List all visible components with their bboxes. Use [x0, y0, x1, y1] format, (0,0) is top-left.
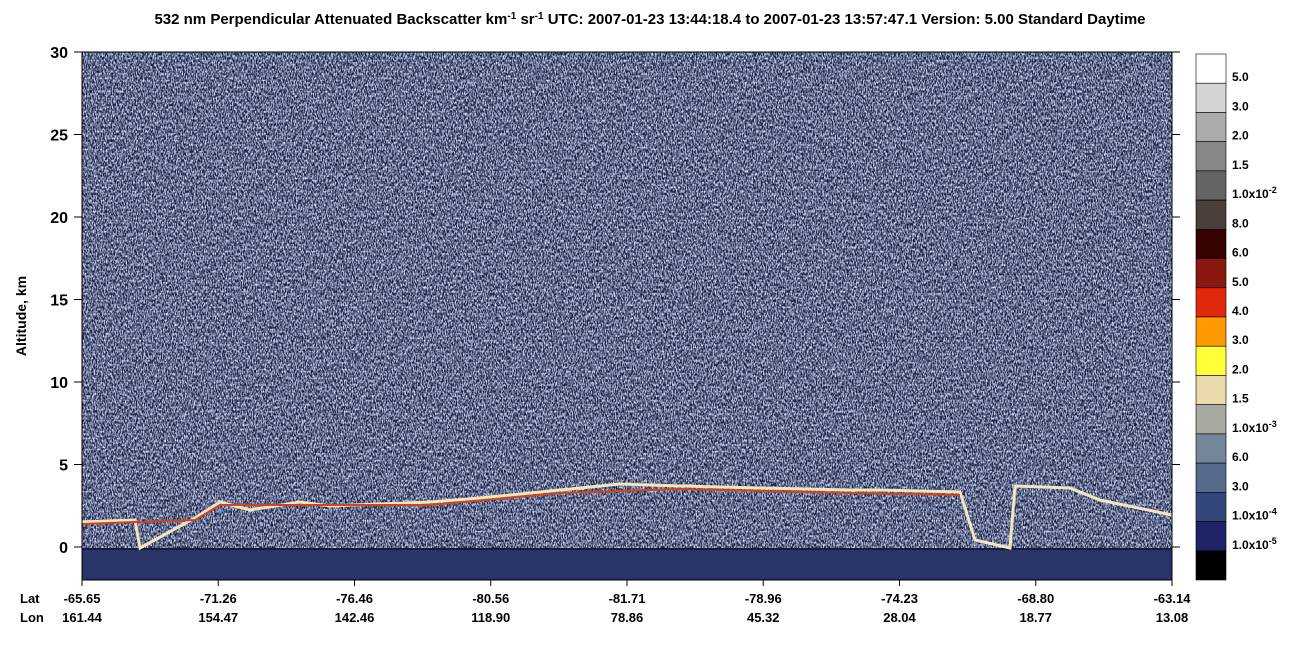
y-tick-label: 10	[50, 375, 68, 392]
x-row-label: Lat	[20, 591, 40, 606]
x-tick-label: -76.46	[336, 591, 373, 606]
colorbar-label: 5.0	[1232, 275, 1249, 289]
x-tick-label: 78.86	[611, 610, 644, 625]
y-tick-label: 20	[50, 210, 68, 227]
x-tick-label: 118.90	[471, 610, 510, 625]
x-tick-label: 18.77	[1019, 610, 1052, 625]
x-tick-label: 45.32	[747, 610, 780, 625]
x-tick-label: -63.14	[1154, 591, 1192, 606]
colorbar-swatch	[1195, 375, 1227, 405]
colorbar-label-text: 3.0	[1232, 479, 1249, 493]
colorbar-label-text: 8.0	[1232, 216, 1249, 230]
colorbar-label: 5.0	[1232, 70, 1249, 84]
colorbar-swatch	[1195, 345, 1227, 376]
colorbar-swatch	[1195, 287, 1227, 318]
colorbar-label-text: 2.0	[1232, 362, 1249, 376]
colorbar-label-text: 6.0	[1232, 450, 1249, 464]
colorbar-label-text: 5.0	[1232, 70, 1249, 84]
title-exponent: -1	[535, 11, 544, 22]
colorbar-label: 1.5	[1232, 158, 1249, 172]
y-tick-label: 30	[50, 45, 68, 62]
colorbar-label-text: 6.0	[1232, 246, 1249, 260]
x-tick-label: -81.71	[609, 591, 646, 606]
colorbar-label-text: 4.0	[1232, 304, 1249, 318]
x-row-label: Lon	[20, 610, 44, 625]
colorbar-swatch	[1195, 404, 1227, 435]
colorbar-label-text: 3.0	[1232, 99, 1249, 113]
colorbar-label-exponent: -5	[1269, 536, 1277, 546]
colorbar-label: 1.5	[1232, 392, 1249, 406]
colorbar-swatch	[1195, 141, 1227, 172]
x-tick-label: -68.80	[1017, 591, 1054, 606]
plot-noise	[82, 52, 1172, 548]
title-part: 532 nm Perpendicular Attenuated Backscat…	[154, 11, 507, 28]
subsurface	[82, 550, 1172, 580]
colorbar-label: 6.0	[1232, 450, 1249, 464]
x-tick-label: -78.96	[745, 591, 782, 606]
colorbar-label: 1.0x10-5	[1232, 536, 1277, 552]
colorbar-label: 8.0	[1232, 216, 1249, 230]
colorbar-swatch	[1195, 550, 1227, 581]
surface-return	[81, 487, 961, 525]
title-part: sr	[516, 11, 535, 28]
colorbar-swatch	[1195, 199, 1227, 230]
x-tick-label: -71.26	[200, 591, 237, 606]
colorbar-label-text: 1.0x10	[1232, 421, 1269, 435]
colorbar-label-text: 1.5	[1232, 158, 1249, 172]
x-tick-label: 161.44	[62, 610, 103, 625]
colorbar-label-text: 1.5	[1232, 392, 1249, 406]
colorbar-swatch	[1195, 433, 1227, 464]
colorbar-swatch	[1195, 521, 1227, 552]
x-tick-label: -74.23	[881, 591, 918, 606]
plot-area	[81, 51, 1173, 581]
colorbar: 5.03.02.01.51.0x10-28.06.05.04.03.02.01.…	[1195, 53, 1277, 581]
colorbar-label-text: 5.0	[1232, 275, 1249, 289]
colorbar-label: 3.0	[1232, 333, 1249, 347]
colorbar-swatch	[1195, 53, 1227, 84]
colorbar-swatch	[1195, 316, 1227, 347]
surface-return	[81, 482, 1173, 551]
colorbar-swatch	[1195, 258, 1227, 289]
title-part: UTC: 2007-01-23 13:44:18.4 to 2007-01-23…	[544, 11, 1146, 28]
colorbar-label-exponent: -4	[1269, 507, 1277, 517]
x-tick-label: -80.56	[472, 591, 509, 606]
colorbar-swatch	[1195, 229, 1227, 259]
colorbar-label: 4.0	[1232, 304, 1249, 318]
colorbar-label: 3.0	[1232, 479, 1249, 493]
x-tick-label: 28.04	[883, 610, 916, 625]
colorbar-label: 3.0	[1232, 99, 1249, 113]
colorbar-label-text: 2.0	[1232, 129, 1249, 143]
colorbar-label: 1.0x10-3	[1232, 419, 1277, 435]
x-tick-label: 142.46	[335, 610, 375, 625]
colorbar-label: 1.0x10-4	[1232, 507, 1277, 523]
y-tick-label: 15	[50, 293, 68, 310]
colorbar-label: 6.0	[1232, 246, 1249, 260]
y-tick-label: 5	[59, 458, 68, 475]
x-tick-label: -65.65	[64, 591, 101, 606]
colorbar-swatch	[1195, 82, 1227, 113]
y-axis-label: Altitude, km	[13, 276, 29, 356]
x-tick-label: 154.47	[198, 610, 238, 625]
chart-title: 532 nm Perpendicular Attenuated Backscat…	[154, 11, 1145, 29]
y-tick-label: 0	[59, 540, 68, 557]
colorbar-label: 2.0	[1232, 362, 1249, 376]
x-tick-label: 13.08	[1156, 610, 1189, 625]
colorbar-swatch	[1195, 170, 1227, 201]
colorbar-label-text: 1.0x10	[1232, 509, 1269, 523]
colorbar-label: 2.0	[1232, 129, 1249, 143]
colorbar-label-exponent: -3	[1269, 419, 1277, 429]
colorbar-label-exponent: -2	[1269, 185, 1277, 195]
colorbar-label-text: 1.0x10	[1232, 187, 1269, 201]
colorbar-label-text: 3.0	[1232, 333, 1249, 347]
colorbar-swatch	[1195, 492, 1227, 522]
colorbar-swatch	[1195, 112, 1227, 142]
colorbar-swatch	[1195, 462, 1227, 493]
y-tick-label: 25	[50, 128, 68, 145]
colorbar-label-text: 1.0x10	[1232, 538, 1269, 552]
title-exponent: -1	[507, 11, 516, 22]
colorbar-label: 1.0x10-2	[1232, 185, 1277, 201]
